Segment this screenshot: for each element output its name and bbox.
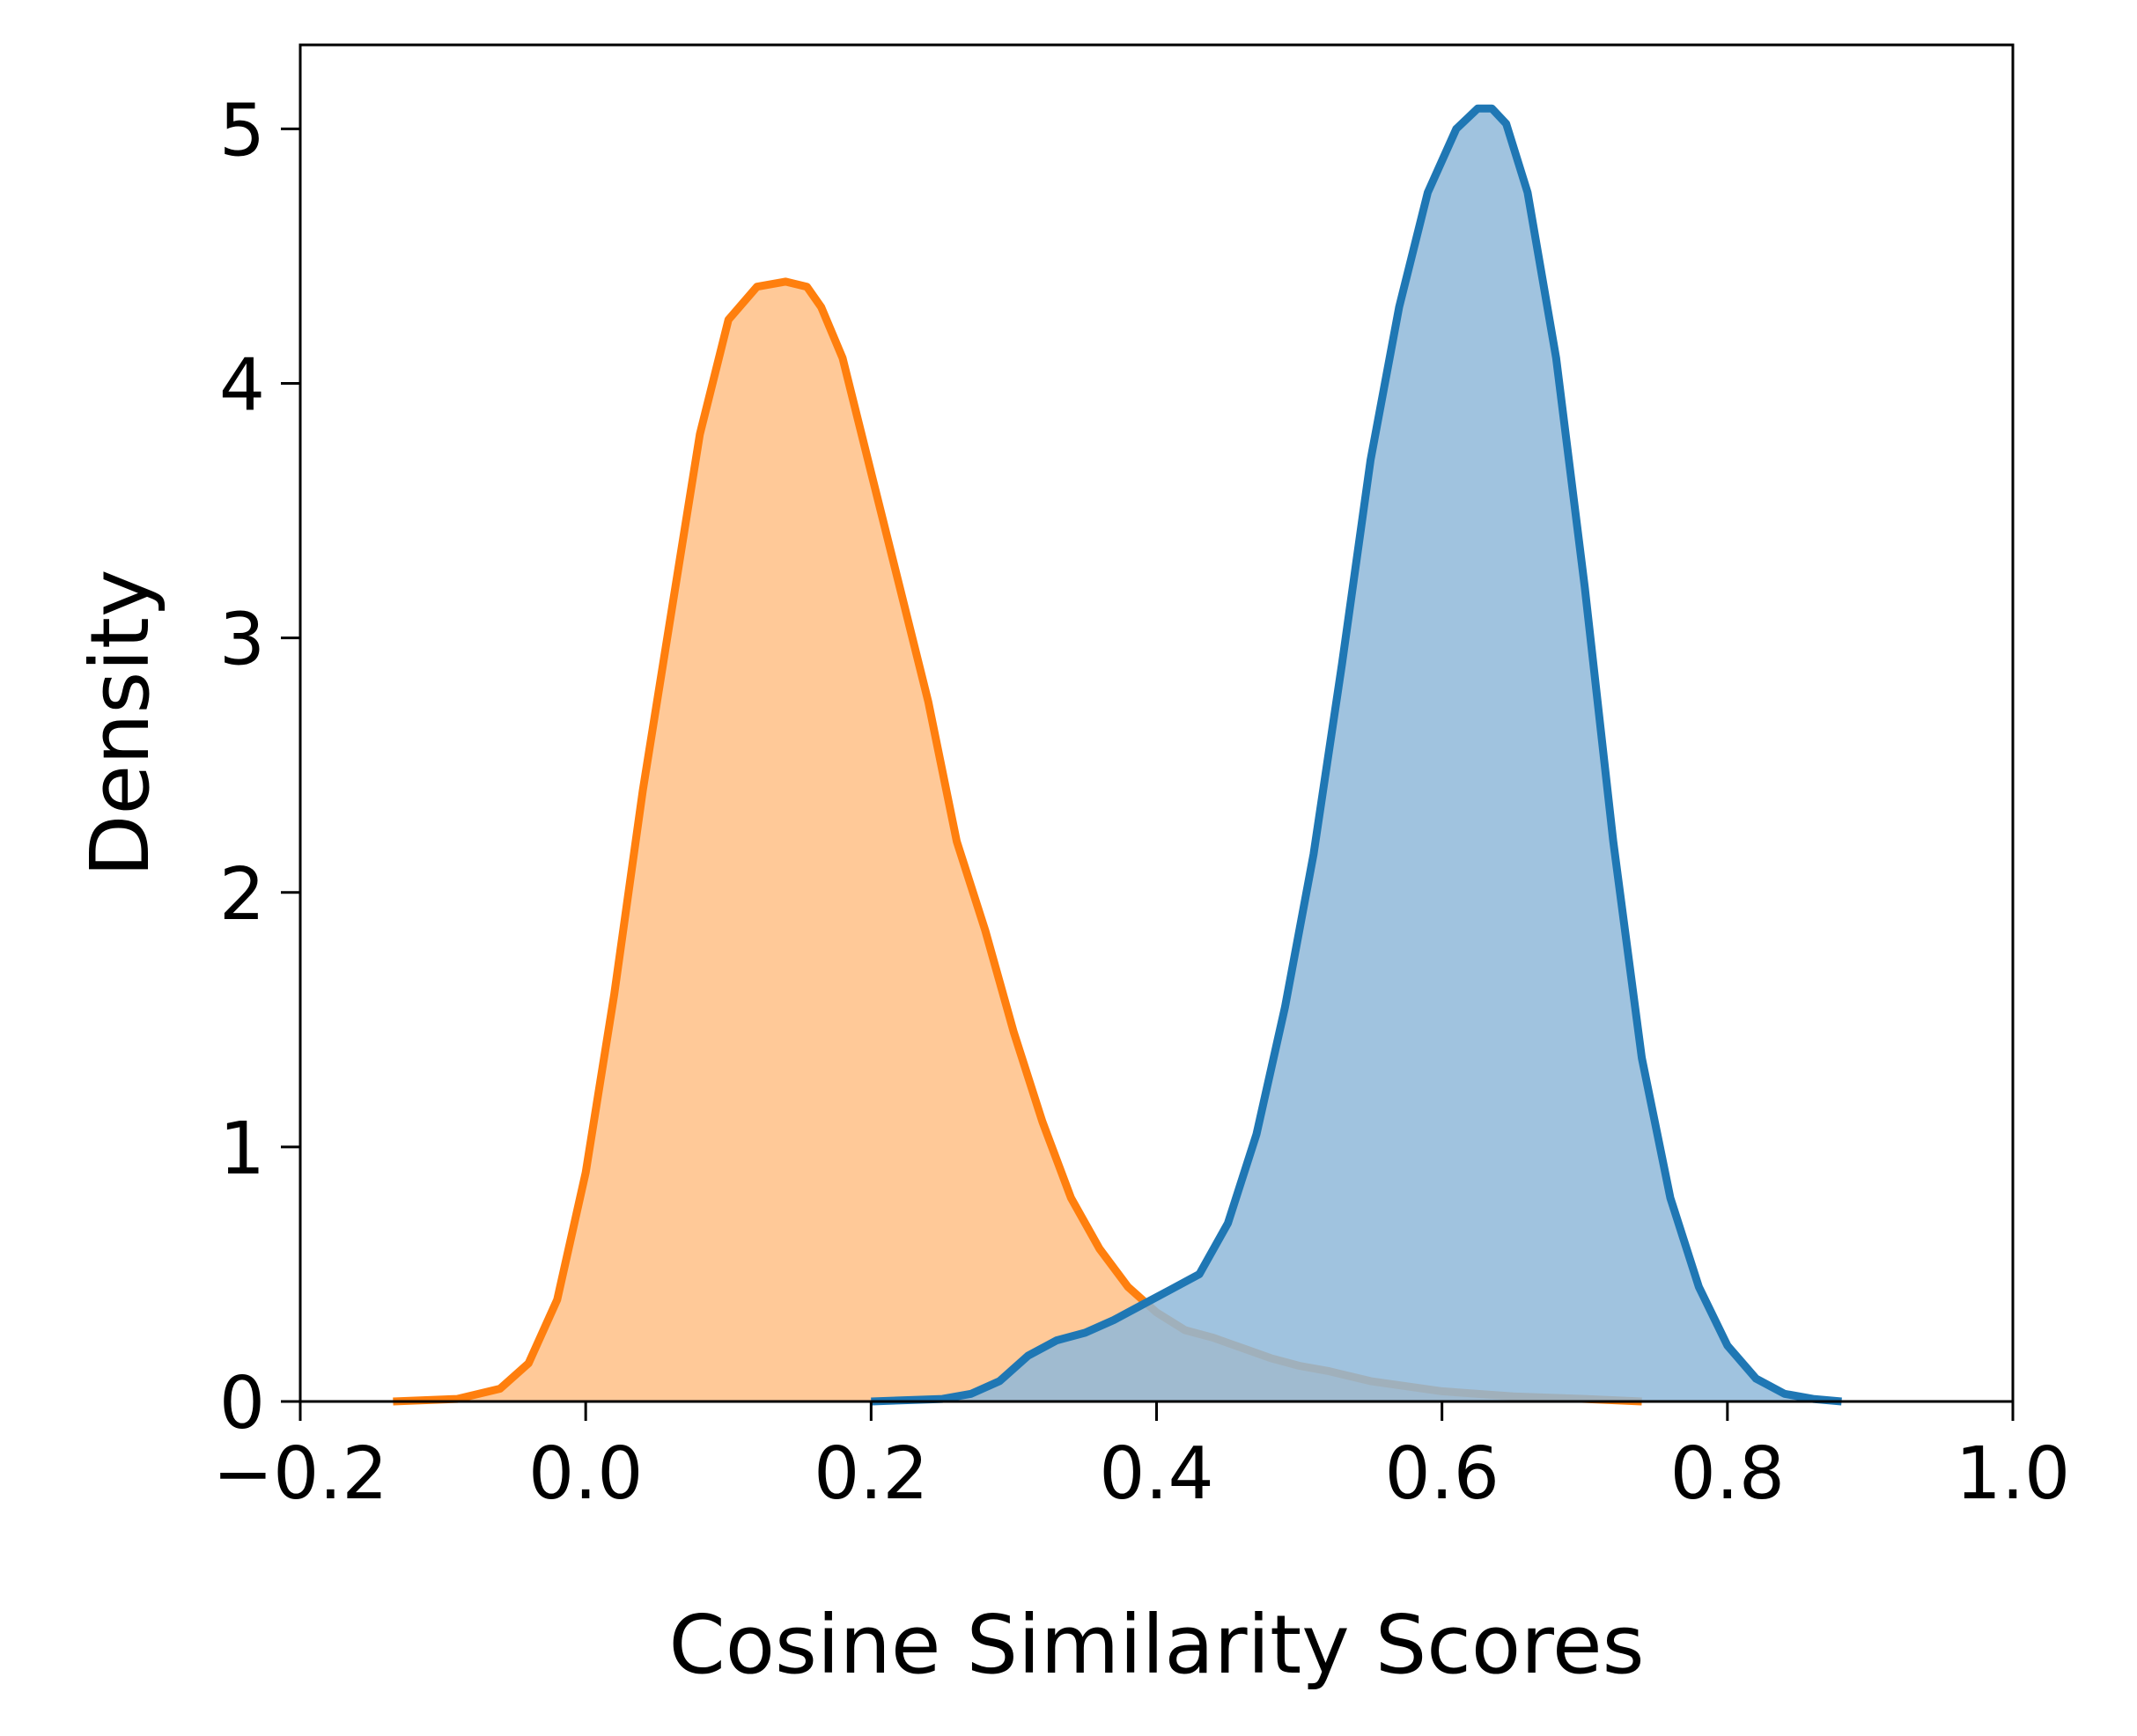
x-tick-label: 1.0 [1956,1432,2070,1516]
x-tick-label: 0.6 [1384,1432,1499,1516]
y-axis-label: Density [73,570,167,878]
y-tick-label: 2 [219,853,265,937]
x-axis-label: Cosine Similarity Scores [669,1598,1645,1692]
y-tick-label: 3 [219,599,265,682]
x-tick-label: 0.4 [1099,1432,1213,1516]
x-axis: −0.2 0.0 0.2 0.4 0.6 0.8 1.0 [212,1401,2070,1516]
x-tick-label: 0.2 [814,1432,928,1516]
series-2-area [871,108,1842,1401]
x-tick-label: 0.8 [1670,1432,1785,1516]
series-layer [393,104,1842,1406]
y-tick-label: 4 [219,344,265,428]
series-2-line [871,104,1842,1406]
y-tick-label: 5 [219,89,265,173]
plot-frame [298,43,2015,1403]
y-tick-label: 0 [219,1362,265,1445]
series-1-area [393,281,1642,1401]
x-tick-label: 0.0 [528,1432,643,1516]
y-axis: 0 1 2 3 4 5 [219,89,300,1445]
y-tick-label: 1 [219,1107,265,1191]
x-tick-label: −0.2 [212,1432,387,1516]
